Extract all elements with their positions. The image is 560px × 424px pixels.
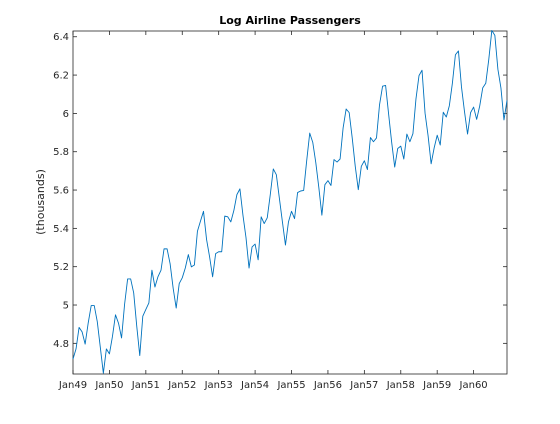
y-tick-label: 5 <box>63 301 69 312</box>
y-tick-label: 5.2 <box>53 262 69 273</box>
y-tick-label: 5.4 <box>53 224 69 235</box>
x-tick-label: Jan59 <box>422 380 451 391</box>
x-tick-label: Jan53 <box>204 380 233 391</box>
chart-title: Log Airline Passengers <box>219 14 361 27</box>
y-tick-label: 5.6 <box>53 186 69 197</box>
x-tick-label: Jan51 <box>131 380 160 391</box>
y-tick-label: 4.8 <box>53 339 69 350</box>
plot-area: Jan49 Jan50 Jan51 Jan52 Jan53 Jan54 Jan55 Jan56… <box>53 29 508 391</box>
y-tick-label: 6.4 <box>53 32 69 43</box>
x-tick-label: Jan52 <box>167 380 196 391</box>
x-tick-label: Jan49 <box>58 380 87 391</box>
x-tick-label: Jan54 <box>240 380 269 391</box>
y-tick-label: 6.2 <box>53 71 69 82</box>
x-tick-label: Jan55 <box>276 380 305 391</box>
y-tick-label: 5.8 <box>53 147 69 158</box>
series-line <box>72 29 508 374</box>
x-tick-label: Jan58 <box>386 380 415 391</box>
x-tick-label: Jan60 <box>459 380 488 391</box>
y-tick-label: 6 <box>63 109 69 120</box>
y-axis-label: (thousands) <box>34 169 47 235</box>
x-tick-label: Jan50 <box>94 380 123 391</box>
plot-box <box>72 30 508 375</box>
x-tick-label: Jan57 <box>349 380 378 391</box>
x-tick-label: Jan56 <box>313 380 342 391</box>
